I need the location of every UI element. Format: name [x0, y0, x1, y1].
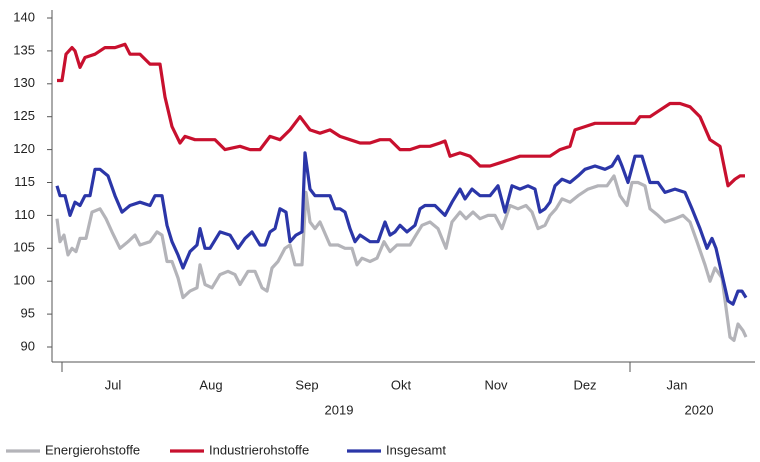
- y-tick-label: 140: [13, 9, 35, 24]
- x-tick-label: Aug: [199, 377, 222, 392]
- legend-label: Industrierohstoffe: [209, 442, 309, 457]
- year-label: 2020: [685, 402, 714, 417]
- y-tick-label: 120: [13, 141, 35, 156]
- x-tick-label: Dez: [573, 377, 596, 392]
- series-line: [55, 174, 748, 342]
- y-tick-label: 115: [14, 174, 35, 189]
- y-tick-label: 110: [14, 207, 35, 222]
- x-tick-label: Jul: [105, 377, 122, 392]
- y-tick-label: 135: [13, 42, 35, 57]
- y-tick-label: 130: [13, 75, 35, 90]
- x-tick-label: Jan: [667, 377, 688, 392]
- year-label: 2019: [325, 402, 354, 417]
- y-tick-label: 125: [13, 108, 35, 123]
- legend-label: Energierohstoffe: [45, 442, 140, 457]
- y-tick-label: 90: [21, 338, 35, 353]
- legend-label: Insgesamt: [386, 442, 446, 457]
- x-tick-label: Sep: [295, 377, 318, 392]
- series-line: [57, 42, 745, 188]
- x-tick-label: Nov: [484, 377, 508, 392]
- y-tick-label: 95: [21, 306, 35, 321]
- series-line: [55, 151, 748, 306]
- y-tick-label: 105: [13, 240, 35, 255]
- y-tick-label: 100: [13, 273, 35, 288]
- x-tick-label: Okt: [391, 377, 412, 392]
